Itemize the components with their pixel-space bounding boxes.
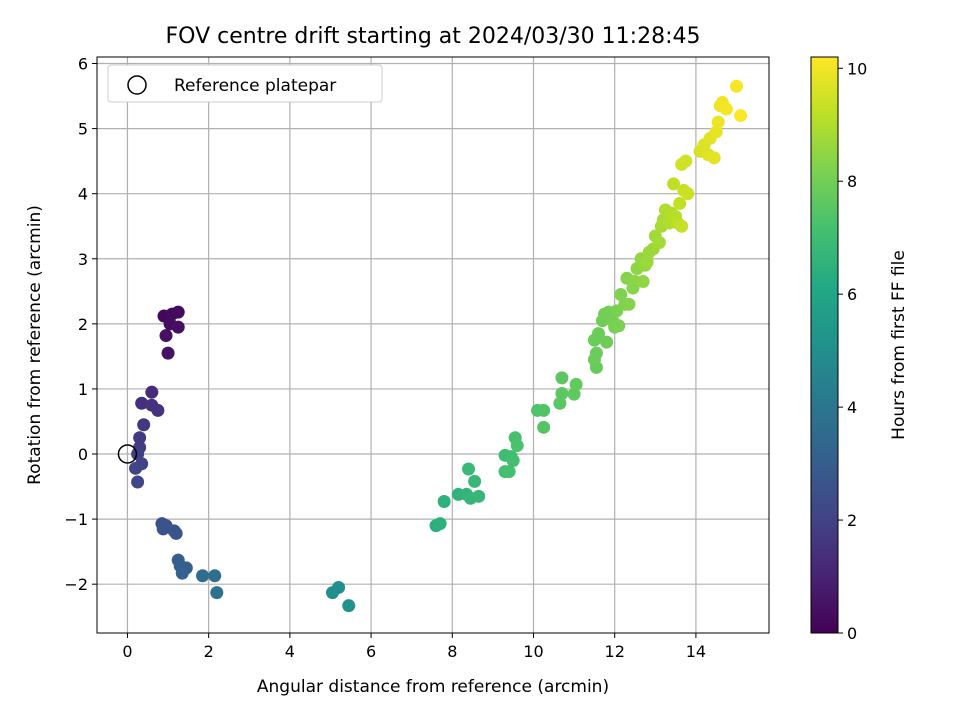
x-tick-label: 2 (204, 642, 214, 661)
data-point (555, 371, 569, 385)
data-point (129, 461, 143, 475)
x-axis-label: Angular distance from reference (arcmin) (257, 677, 609, 697)
data-point (673, 196, 687, 210)
data-point (555, 386, 569, 400)
x-tick-label: 12 (605, 642, 625, 661)
data-point (600, 335, 614, 349)
data-point (145, 385, 159, 399)
y-tick-label: 4 (78, 185, 88, 204)
data-point (675, 219, 689, 233)
x-tick-label: 0 (122, 642, 132, 661)
y-tick-label: 5 (78, 120, 88, 139)
data-point (537, 403, 551, 417)
data-point (589, 346, 603, 360)
colorbar-tick-label: 6 (847, 285, 857, 304)
colorbar-gradient (810, 56, 839, 634)
colorbar-tick-label: 0 (847, 624, 857, 643)
data-point (175, 566, 189, 580)
legend-label-reference: Reference platepar (174, 76, 336, 96)
data-point (131, 447, 145, 461)
x-tick-label: 14 (686, 642, 706, 661)
y-tick-label: 1 (78, 380, 88, 399)
data-point (612, 319, 626, 333)
y-tick-label: 2 (78, 315, 88, 334)
data-point (151, 403, 165, 417)
data-point (342, 599, 356, 613)
data-point (133, 431, 147, 445)
data-point (161, 346, 175, 360)
y-tick-label: −1 (64, 510, 88, 529)
data-point (667, 177, 681, 191)
data-point (679, 154, 693, 168)
x-tick-label: 8 (447, 642, 457, 661)
y-tick-label: 3 (78, 250, 88, 269)
data-point (711, 115, 725, 129)
data-point (502, 465, 516, 479)
data-point (652, 235, 666, 249)
data-point (210, 586, 224, 600)
legend: Reference platepar (107, 64, 383, 103)
reference-marker (117, 444, 138, 464)
data-point (171, 305, 185, 319)
data-point (567, 387, 581, 401)
colorbar-ticks: 0 2 4 6 8 10 (838, 59, 867, 643)
x-tick-label: 10 (523, 642, 543, 661)
colorbar-tick-label: 4 (847, 398, 857, 417)
data-point (208, 569, 222, 583)
x-tick-label: 6 (366, 642, 376, 661)
colorbar-tick-label: 8 (847, 172, 857, 191)
data-points (117, 79, 748, 613)
data-point (171, 320, 185, 334)
data-point (707, 151, 721, 165)
data-point (537, 420, 551, 434)
data-point (510, 439, 524, 453)
data-point (437, 495, 451, 509)
data-point (569, 377, 583, 391)
y-tick-label: 6 (78, 55, 88, 74)
data-point (135, 396, 149, 410)
y-tick-label: 0 (78, 445, 88, 464)
y-axis-ticks: −2 −1 0 1 2 3 4 5 6 (64, 55, 97, 594)
data-point (468, 474, 482, 488)
data-point (156, 522, 170, 536)
colorbar-tick-label: 2 (847, 511, 857, 530)
data-point (681, 187, 695, 201)
data-point (640, 255, 654, 269)
legend-box (107, 64, 383, 103)
data-point (506, 454, 520, 468)
data-point (433, 517, 447, 531)
data-point (734, 109, 748, 123)
grid-lines (97, 57, 769, 633)
x-axis-ticks: 0 2 4 6 8 10 12 14 (122, 633, 706, 661)
data-point (636, 275, 650, 289)
data-point (472, 489, 486, 503)
data-point (614, 288, 628, 302)
data-point (730, 79, 744, 93)
data-point (709, 125, 723, 139)
data-point (159, 329, 173, 343)
data-point (332, 580, 346, 594)
colorbar-label: Hours from first FF file (889, 250, 909, 440)
y-tick-label: −2 (64, 575, 88, 594)
data-point (622, 297, 636, 311)
colorbar: 0 2 4 6 8 10 Hours from first FF file (810, 56, 909, 643)
data-point (591, 327, 605, 341)
data-point (131, 475, 145, 489)
data-point (719, 102, 733, 116)
data-point (462, 462, 476, 476)
plot-frame (96, 56, 770, 634)
colorbar-tick-label: 10 (847, 59, 867, 78)
data-point (137, 418, 151, 432)
data-point (196, 569, 210, 583)
chart-title: FOV centre drift starting at 2024/03/30 … (166, 24, 701, 49)
data-point (553, 396, 567, 410)
data-point (169, 526, 183, 540)
x-tick-label: 4 (285, 642, 295, 661)
legend-marker-reference (127, 75, 147, 95)
y-axis-label: Rotation from reference (arcmin) (25, 205, 45, 485)
